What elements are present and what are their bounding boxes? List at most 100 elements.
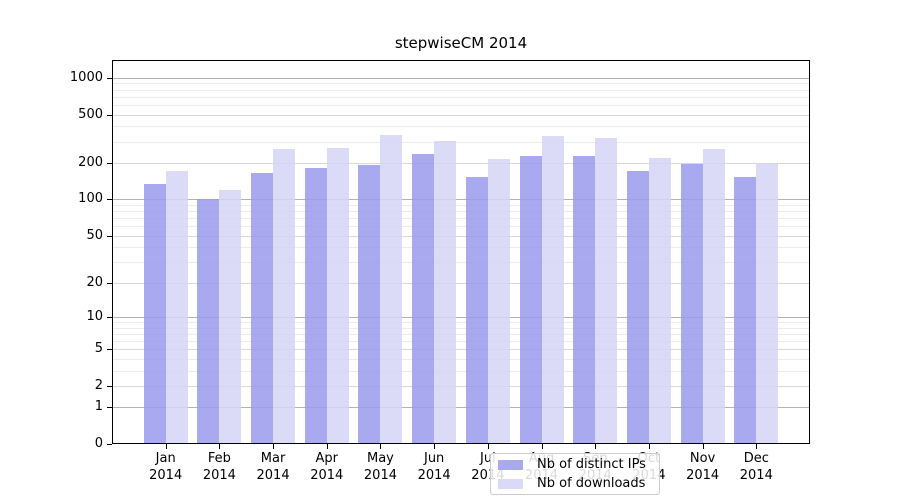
y-tick-mark [107, 114, 112, 116]
y-tick-label: 20 [86, 274, 103, 290]
gridline [112, 261, 810, 263]
bar [756, 162, 779, 444]
y-tick-label: 0 [94, 436, 103, 451]
legend: Nb of distinct IPs Nb of downloads [490, 453, 660, 495]
legend-item-distinct-ips: Nb of distinct IPs [491, 457, 659, 473]
gridline [112, 316, 810, 318]
x-tick-mark [273, 444, 275, 449]
x-tick-label: Dec 2014 [739, 451, 773, 483]
x-tick-mark [541, 444, 543, 449]
x-tick-label: Mar 2014 [256, 451, 290, 483]
gridline [112, 327, 810, 329]
gridline [112, 407, 810, 409]
x-tick-label: Feb 2014 [202, 451, 236, 483]
bar [304, 167, 327, 444]
x-tick-mark [326, 444, 328, 449]
bar [573, 155, 596, 444]
plot-area: Nb of distinct IPs Nb of downloads [112, 60, 810, 495]
bar [358, 164, 381, 444]
y-tick-mark [107, 349, 112, 351]
bar [734, 176, 757, 444]
gridline [112, 162, 810, 164]
y-tick-label: 50 [86, 227, 103, 243]
x-tick-label: Jun 2014 [417, 451, 451, 483]
bar [434, 141, 457, 444]
y-tick-label: 200 [78, 154, 103, 170]
legend-label-distinct-ips: Nb of distinct IPs [537, 457, 646, 472]
y-tick-mark [107, 162, 112, 164]
x-tick-mark [487, 444, 489, 449]
y-tick-label: 5 [94, 341, 103, 357]
bar [680, 163, 703, 444]
gridline [112, 247, 810, 249]
x-tick-label: May 2014 [363, 451, 397, 483]
chart-title: stepwiseCM 2014 [394, 34, 528, 52]
bar [595, 137, 618, 444]
gridline [112, 340, 810, 342]
x-tick-mark [219, 444, 221, 449]
gridline [112, 321, 810, 323]
gridline [112, 218, 810, 220]
y-tick-mark [107, 199, 112, 201]
x-tick-mark [702, 444, 704, 449]
gridline [112, 126, 810, 128]
bar [626, 171, 649, 444]
gridline [112, 370, 810, 372]
gridline [112, 358, 810, 360]
y-tick-label: 1000 [69, 69, 103, 85]
legend-swatch-distinct-ips [498, 459, 523, 470]
legend-item-downloads: Nb of downloads [491, 476, 659, 492]
gridline [112, 385, 810, 387]
gridline [112, 204, 810, 206]
bar [487, 158, 510, 444]
y-tick-mark [107, 316, 112, 318]
y-tick-label: 1 [94, 399, 103, 415]
gridline [112, 211, 810, 213]
bar [251, 172, 274, 444]
x-tick-label: Nov 2014 [686, 451, 720, 483]
gridline [112, 235, 810, 237]
x-tick-mark [434, 444, 436, 449]
bar [143, 184, 166, 444]
bar [702, 148, 725, 444]
gridline [112, 333, 810, 335]
x-tick-label: Apr 2014 [310, 451, 344, 483]
x-tick-mark [165, 444, 167, 449]
y-tick-mark [107, 235, 112, 237]
legend-label-downloads: Nb of downloads [537, 476, 646, 491]
gridline [112, 96, 810, 98]
x-tick-mark [648, 444, 650, 449]
x-tick-label: Jan 2014 [149, 451, 183, 483]
y-tick-label: 500 [78, 106, 103, 122]
bar [326, 147, 349, 444]
legend-swatch-downloads [498, 478, 523, 489]
gridline [112, 349, 810, 351]
y-tick-mark [107, 444, 112, 445]
bar [648, 157, 671, 444]
gridline [112, 114, 810, 116]
gridline [112, 282, 810, 284]
bar [219, 189, 242, 444]
y-tick-label: 2 [94, 377, 103, 393]
bar [197, 199, 220, 444]
gridline [112, 89, 810, 91]
y-tick-label: 100 [78, 191, 103, 207]
bar [273, 148, 296, 444]
gridline [112, 226, 810, 228]
y-tick-label: 10 [86, 308, 103, 324]
bar [519, 155, 542, 444]
y-tick-mark [107, 385, 112, 387]
bar [380, 134, 403, 444]
bar [465, 176, 488, 444]
gridline [112, 83, 810, 85]
bar [412, 153, 435, 444]
gridline [112, 141, 810, 143]
y-tick-mark [107, 407, 112, 409]
y-tick-mark [107, 282, 112, 284]
y-tick-mark [107, 77, 112, 79]
gridline [112, 199, 810, 201]
x-tick-mark [595, 444, 597, 449]
x-tick-mark [380, 444, 382, 449]
x-tick-mark [756, 444, 758, 449]
